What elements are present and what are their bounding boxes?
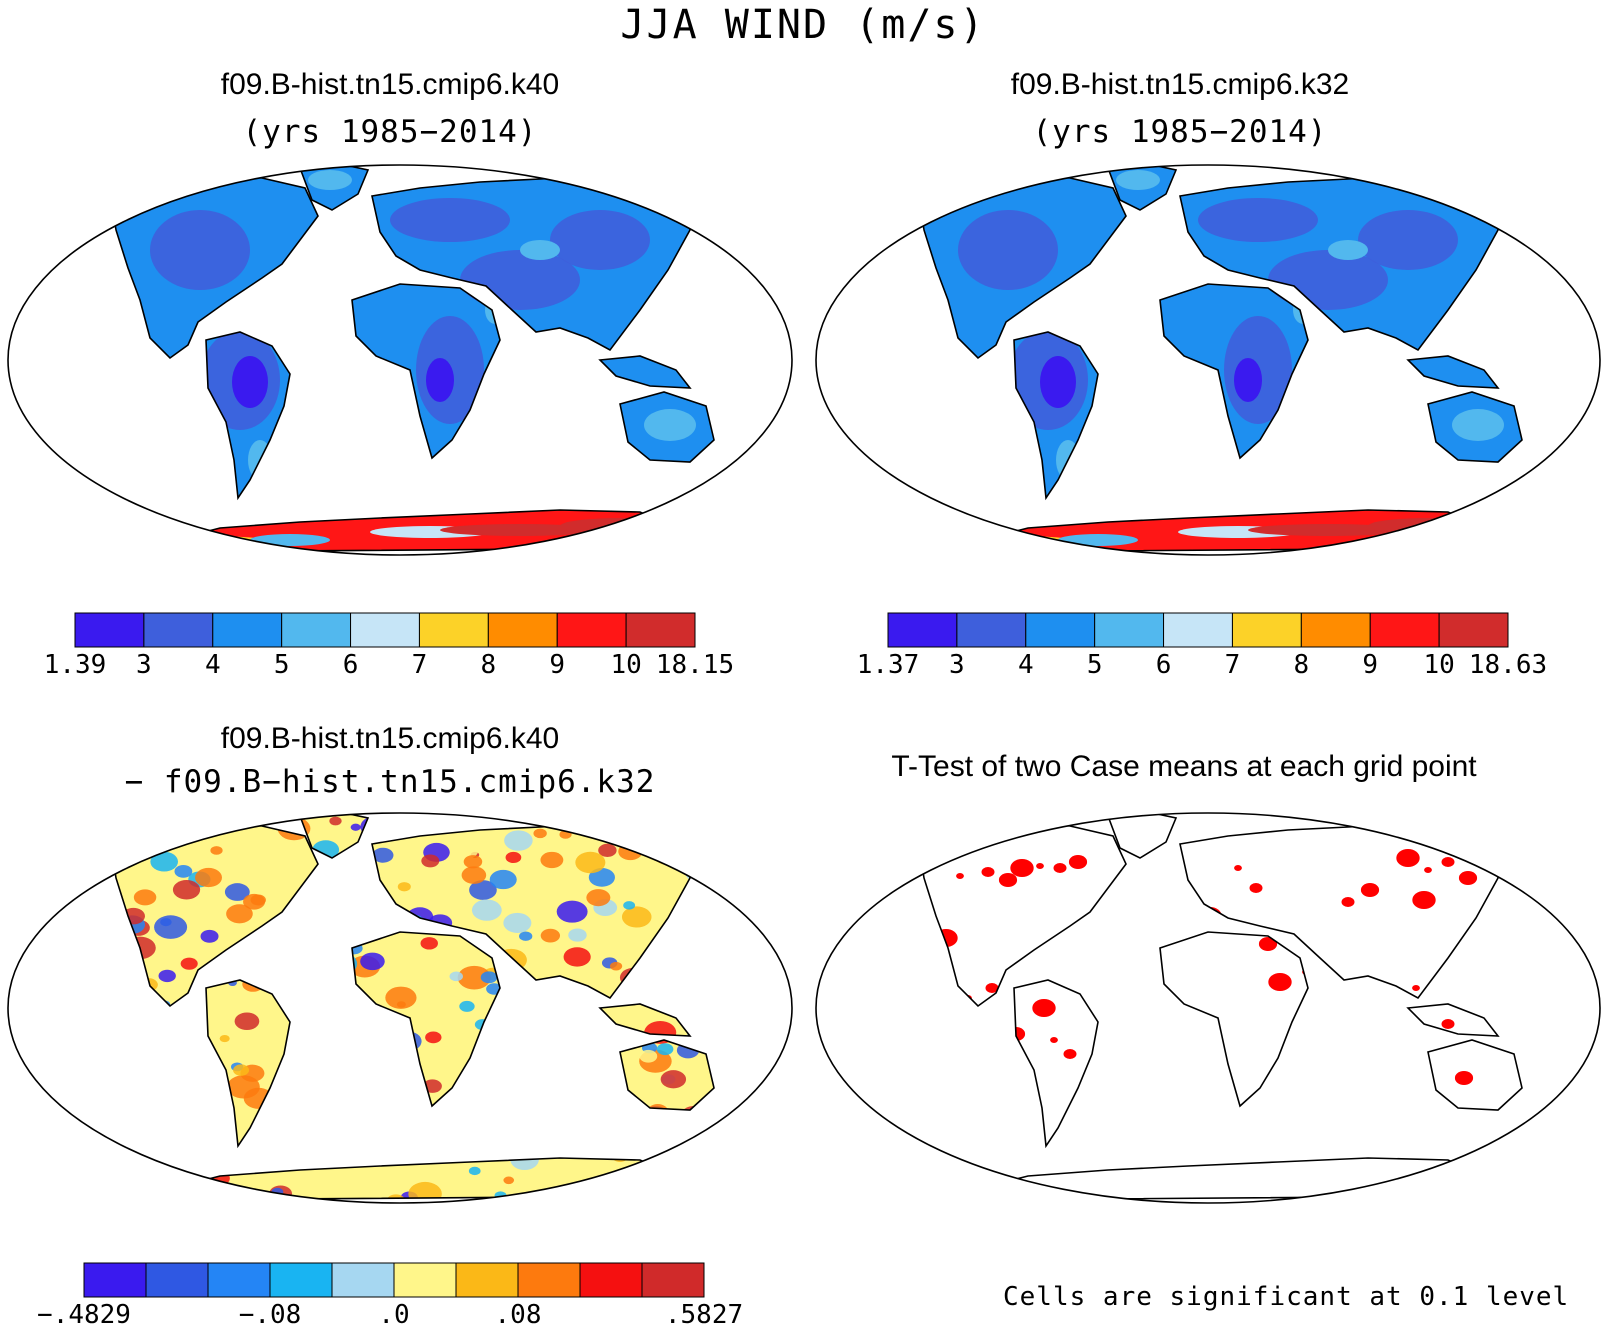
colorbar-tick-label: .08 (494, 1300, 542, 1330)
colorbar-tick-label: 4 (1017, 650, 1034, 680)
colorbar-swatch (487, 612, 558, 648)
colorbar-swatch (1094, 612, 1165, 648)
colorbar-tick-label: 6 (342, 650, 359, 680)
colorbar-swatch (641, 1262, 705, 1298)
colorbar-tick-label: 5 (273, 650, 290, 680)
colorbar-tick-label: 3 (136, 650, 152, 680)
colorbar-swatch (74, 612, 145, 648)
colorbar-swatch (1438, 612, 1509, 648)
panel-1-subtitle: (yrs 1985−2014) (242, 114, 538, 150)
colorbar-swatch (1163, 612, 1233, 648)
colorbar-tick-label: 18.63 (1468, 650, 1548, 680)
panel-3-colorbar (83, 1262, 705, 1298)
colorbar-swatch (207, 1262, 271, 1298)
panel-1-map (7, 164, 793, 556)
colorbar-tick-label: 4 (204, 650, 221, 680)
colorbar-swatch (1300, 612, 1371, 648)
colorbar-swatch (556, 612, 627, 648)
panel-2-map (815, 164, 1601, 556)
colorbar-swatch (83, 1262, 147, 1298)
colorbar-tick-label: 8 (480, 650, 497, 680)
colorbar-tick-label: −.08 (238, 1300, 302, 1330)
colorbar-tick-label: 6 (1155, 650, 1172, 680)
colorbar-swatch (625, 612, 696, 648)
colorbar-tick-label: −.4829 (37, 1300, 131, 1330)
colorbar-swatch (331, 1262, 395, 1298)
panel-4-map (815, 812, 1601, 1204)
panel-3-subtitle: − f09.B−hist.tn15.cmip6.k32 (124, 764, 656, 800)
colorbar-tick-label: 7 (1224, 650, 1241, 680)
figure-title: JJA WIND (m/s) (620, 2, 986, 48)
colorbar-swatch (1025, 612, 1096, 648)
colorbar-swatch (269, 1262, 333, 1298)
colorbar-swatch (455, 1262, 519, 1298)
colorbar-swatch (956, 612, 1027, 648)
panel-3-map (7, 812, 793, 1204)
colorbar-tick-label: 1.37 (856, 650, 920, 680)
colorbar-tick-label: 5 (1086, 650, 1103, 680)
colorbar-tick-label: 1.39 (43, 650, 107, 680)
colorbar-tick-label: .5827 (664, 1300, 744, 1330)
colorbar-swatch (350, 612, 420, 648)
panel-1-title: f09.B-hist.tn15.cmip6.k40 (220, 68, 560, 101)
colorbar-tick-label: 9 (1362, 650, 1379, 680)
colorbar-tick-label: 7 (411, 650, 428, 680)
panel-1-colorbar (74, 612, 696, 648)
panel-2-colorbar (887, 612, 1509, 648)
colorbar-tick-label: 9 (549, 650, 566, 680)
panel-4-title: T-Test of two Case means at each grid po… (891, 750, 1477, 783)
significance-footnote: Cells are significant at 0.1 level (1003, 1282, 1570, 1312)
colorbar-swatch (212, 612, 283, 648)
colorbar-swatch (517, 1262, 581, 1298)
colorbar-tick-label: 10 (610, 650, 642, 680)
panel-2-subtitle: (yrs 1985−2014) (1032, 114, 1328, 150)
colorbar-swatch (145, 1262, 209, 1298)
colorbar-swatch (418, 612, 489, 648)
colorbar-tick-label: 18.15 (655, 650, 735, 680)
colorbar-swatch (393, 1262, 457, 1298)
colorbar-tick-label: .0 (378, 1300, 410, 1330)
colorbar-swatch (1231, 612, 1302, 648)
panel-2-title: f09.B-hist.tn15.cmip6.k32 (1010, 68, 1350, 101)
colorbar-tick-label: 8 (1293, 650, 1310, 680)
colorbar-swatch (143, 612, 214, 648)
colorbar-swatch (887, 612, 958, 648)
colorbar-swatch (579, 1262, 643, 1298)
colorbar-swatch (1369, 612, 1440, 648)
colorbar-swatch (281, 612, 352, 648)
colorbar-tick-label: 10 (1423, 650, 1455, 680)
colorbar-tick-label: 3 (949, 650, 965, 680)
panel-3-title: f09.B-hist.tn15.cmip6.k40 (220, 722, 560, 755)
